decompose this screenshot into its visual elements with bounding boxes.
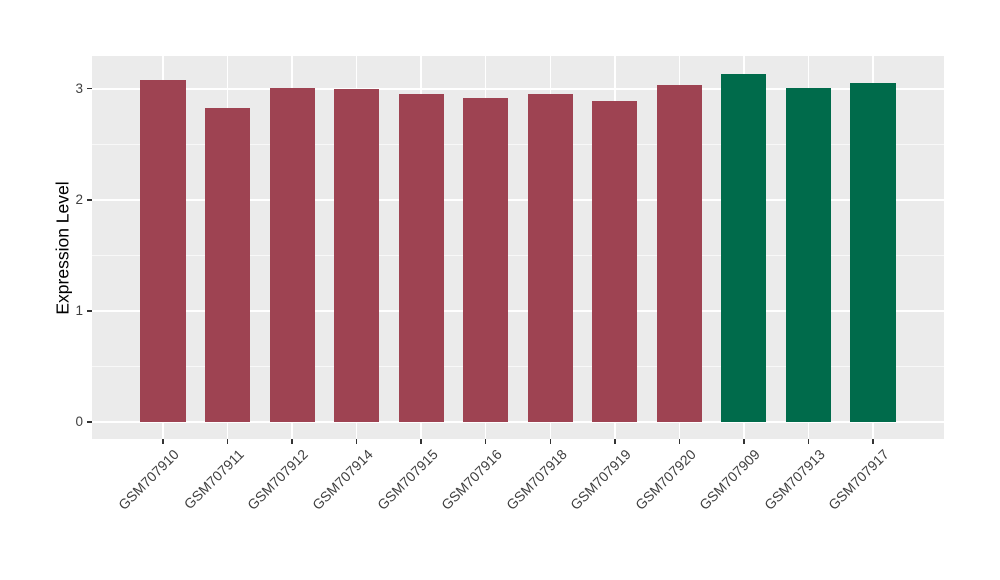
x-tick-GSM707918 — [549, 439, 552, 444]
bar-GSM707916 — [463, 97, 509, 422]
gridline-y-major-2 — [92, 198, 944, 201]
x-tick-label-GSM707914: GSM707914 — [309, 446, 376, 513]
x-tick-GSM707909 — [743, 439, 745, 444]
gridline-y-minor-0.5 — [92, 365, 944, 367]
x-tick-label-GSM707919: GSM707919 — [567, 446, 635, 513]
x-tick-label-GSM707909: GSM707909 — [696, 446, 764, 513]
bar-GSM707917 — [850, 83, 896, 422]
bar-GSM707913 — [785, 87, 832, 422]
x-tick-GSM707910 — [162, 439, 164, 444]
x-tick-GSM707916 — [484, 439, 487, 444]
x-tick-GSM707912 — [291, 439, 293, 444]
x-tick-GSM707914 — [355, 439, 358, 444]
y-tick-label-2: 2 — [75, 192, 83, 208]
x-tick-GSM707917 — [872, 439, 874, 444]
x-tick-GSM707919 — [614, 439, 616, 444]
bar-GSM707912 — [269, 87, 315, 422]
x-tick-GSM707915 — [420, 439, 422, 444]
y-tick-label-1: 1 — [75, 303, 83, 319]
x-tick-label-GSM707911: GSM707911 — [180, 446, 247, 513]
x-tick-label-GSM707917: GSM707917 — [825, 446, 893, 513]
bar-GSM707920 — [656, 85, 702, 422]
gridline-y-minor-2.5 — [92, 143, 944, 145]
bar-GSM707919 — [592, 100, 638, 422]
gridline-y-major-3 — [92, 87, 944, 90]
x-tick-label-GSM707913: GSM707913 — [760, 446, 828, 513]
y-tick-2 — [87, 199, 92, 201]
x-tick-label-GSM707915: GSM707915 — [373, 446, 441, 513]
x-tick-label-GSM707918: GSM707918 — [502, 446, 570, 513]
bar-GSM707910 — [140, 79, 186, 422]
bar-GSM707911 — [204, 107, 251, 422]
bar-GSM707915 — [398, 94, 444, 422]
x-tick-GSM707911 — [226, 439, 229, 444]
bar-GSM707914 — [334, 88, 380, 422]
gridline-y-major-0 — [92, 420, 944, 423]
gridline-y-minor-1.5 — [92, 254, 944, 256]
x-tick-label-GSM707916: GSM707916 — [438, 446, 506, 513]
bar-GSM707918 — [527, 94, 573, 422]
plot-panel — [92, 56, 944, 439]
x-tick-label-GSM707910: GSM707910 — [115, 446, 183, 513]
y-tick-label-0: 0 — [75, 414, 83, 430]
y-tick-label-3: 3 — [75, 81, 83, 97]
y-tick-1 — [87, 310, 92, 312]
x-tick-label-GSM707920: GSM707920 — [631, 446, 699, 513]
y-tick-3 — [87, 87, 92, 90]
x-tick-GSM707920 — [678, 439, 681, 444]
y-tick-0 — [87, 421, 92, 423]
x-tick-label-GSM707912: GSM707912 — [244, 446, 312, 513]
gridline-y-major-1 — [92, 309, 944, 312]
bar-GSM707909 — [721, 74, 767, 422]
x-tick-GSM707913 — [807, 439, 810, 444]
